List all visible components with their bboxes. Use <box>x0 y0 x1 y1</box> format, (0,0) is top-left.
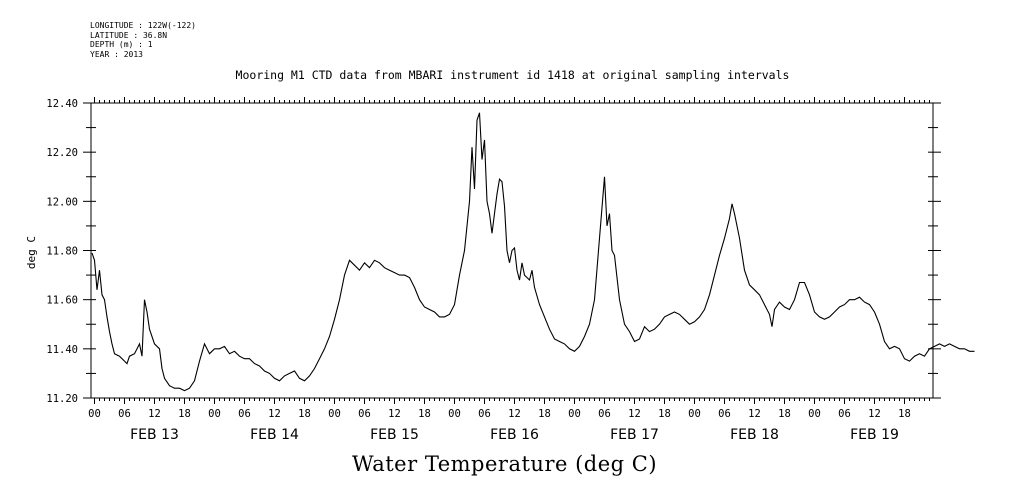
x-tick-label: 06 <box>718 408 731 420</box>
y-tick-label: 11.80 <box>46 246 78 258</box>
x-tick-label: 06 <box>598 408 611 420</box>
day-label: FEB 13 <box>130 427 179 443</box>
x-tick-label: 00 <box>88 408 101 420</box>
y-tick-label: 12.40 <box>46 98 78 110</box>
day-label: FEB 17 <box>610 427 659 443</box>
y-tick-label: 12.20 <box>46 147 78 159</box>
x-tick-label: 18 <box>298 408 311 420</box>
y-axis-label: deg C <box>25 236 38 269</box>
day-label: FEB 19 <box>850 427 899 443</box>
x-axis-title: Water Temperature (deg C) <box>351 452 658 476</box>
x-tick-label: 12 <box>748 408 761 420</box>
x-tick-label: 12 <box>868 408 881 420</box>
axes-layer: 00 06 12 18 00 06 12 18 00 06 12 18 00 06 12 18 00 06 12 18… <box>25 97 941 443</box>
metadata-block: LONGITUDE : 122W(-122) LATITUDE : 36.8N … <box>90 21 196 59</box>
x-tick-label: 18 <box>898 408 911 420</box>
depth-line: DEPTH (m) : 1 <box>90 40 153 49</box>
x-tick-label: 00 <box>688 408 701 420</box>
x-tick-label: 00 <box>208 408 221 420</box>
y-tick-label: 11.60 <box>46 295 78 307</box>
x-tick-label: 18 <box>178 408 191 420</box>
x-tick-label: 18 <box>658 408 671 420</box>
x-tick-label: 06 <box>358 408 371 420</box>
longitude-line: LONGITUDE : 122W(-122) <box>90 21 196 30</box>
x-tick-label: 18 <box>778 408 791 420</box>
x-tick-label: 00 <box>448 408 461 420</box>
x-tick-label: 12 <box>148 408 161 420</box>
latitude-line: LATITUDE : 36.8N <box>90 30 168 40</box>
year-line: YEAR : 2013 <box>90 49 143 59</box>
x-tick-label: 06 <box>118 408 131 420</box>
y-tick-label: 11.40 <box>46 344 78 356</box>
x-tick-label: 00 <box>328 408 341 420</box>
day-label: FEB 14 <box>250 427 299 443</box>
y-tick-label: 12.00 <box>46 196 78 208</box>
temperature-series-line <box>91 112 975 392</box>
y-tick-label: 11.20 <box>46 393 78 405</box>
x-tick-label: 06 <box>838 408 851 420</box>
x-tick-label: 06 <box>238 408 251 420</box>
x-tick-label: 06 <box>478 408 491 420</box>
chart-title: Mooring M1 CTD data from MBARI instrumen… <box>235 68 790 82</box>
x-tick-label: 12 <box>508 408 521 420</box>
day-label: FEB 18 <box>730 427 779 443</box>
day-label: FEB 16 <box>490 427 539 443</box>
day-label: FEB 15 <box>370 427 419 443</box>
x-tick-label: 00 <box>568 408 581 420</box>
x-tick-label: 12 <box>628 408 641 420</box>
series-layer <box>91 112 975 392</box>
x-tick-label: 12 <box>268 408 281 420</box>
x-tick-label: 18 <box>418 408 431 420</box>
x-tick-label: 00 <box>808 408 821 420</box>
x-tick-label: 18 <box>538 408 551 420</box>
x-tick-label: 12 <box>388 408 401 420</box>
